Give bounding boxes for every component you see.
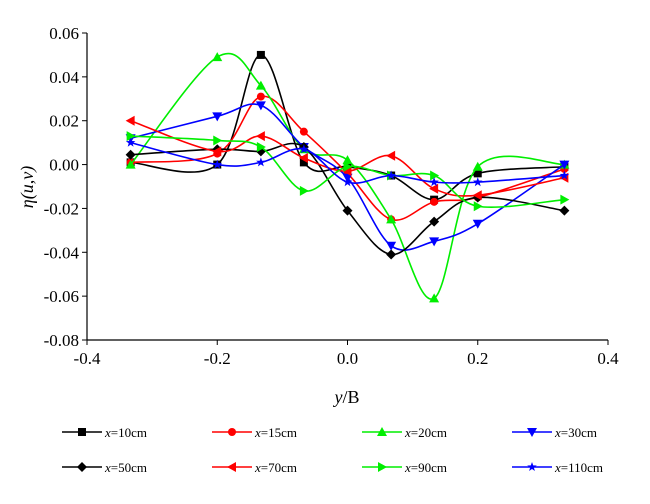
legend-item: x=90cm [362, 460, 447, 475]
series-x=110cm [125, 137, 570, 187]
legend-item: x=15cm [212, 425, 297, 440]
series-line [130, 52, 565, 300]
legend-marker [78, 428, 86, 436]
axes: 0.06 0.04 0.02 0.00 -0.02 -0.04 -0.06 -0.08-0.4… [44, 24, 620, 368]
legend-marker [527, 428, 537, 437]
series-x=20cm [125, 52, 570, 303]
data-point [473, 169, 482, 178]
data-point [256, 50, 265, 59]
data-point [125, 115, 135, 126]
legend-label: x=30cm [554, 425, 597, 440]
legend-label: x=20cm [404, 425, 447, 440]
data-point [299, 185, 309, 196]
x-tick-label: 0.0 [337, 349, 358, 368]
data-point [429, 177, 439, 187]
data-point [343, 161, 353, 172]
data-point [473, 177, 483, 187]
legend-item: x=50cm [62, 460, 147, 475]
legend-label: x=10cm [104, 425, 147, 440]
data-point [212, 52, 223, 62]
data-point [256, 142, 266, 153]
data-point [429, 216, 440, 227]
x-axis-label-rest: /B [342, 387, 359, 407]
data-point [212, 159, 222, 169]
y-axis-label: η(u,v) [17, 166, 38, 208]
data-point [429, 237, 440, 247]
data-point [472, 219, 483, 229]
data-point [299, 144, 309, 154]
legend-marker [77, 462, 87, 472]
y-tick-label: -0.04 [44, 243, 80, 262]
y-tick-label: -0.06 [44, 287, 79, 306]
y-tick-label: -0.02 [44, 199, 79, 218]
y-tick-label: -0.08 [44, 331, 79, 350]
data-point [342, 177, 353, 187]
legend-label: x=70cm [254, 460, 297, 475]
data-point [125, 137, 136, 147]
data-point [255, 131, 265, 142]
data-point [430, 170, 440, 181]
data-point [429, 183, 439, 194]
data-point [212, 146, 222, 157]
legend-label: x=15cm [254, 425, 297, 440]
legend-label: x=110cm [554, 460, 603, 475]
series-x=30cm [125, 101, 570, 251]
data-point [125, 159, 136, 169]
data-point [256, 157, 266, 167]
x-tick-label: 0.2 [467, 349, 488, 368]
data-point [342, 166, 352, 177]
x-tick-label: 0.4 [597, 349, 619, 368]
legend-item: x=30cm [512, 425, 597, 440]
data-point [299, 158, 308, 167]
y-tick-label: 0.06 [49, 24, 79, 43]
data-point [212, 112, 223, 122]
data-point [213, 135, 223, 146]
data-point [126, 131, 136, 142]
data-point [386, 241, 397, 251]
data-point [559, 160, 570, 170]
data-point [386, 150, 396, 161]
legend-marker [378, 462, 387, 472]
legend-label: x=50cm [104, 460, 147, 475]
x-tick-label: -0.4 [74, 349, 101, 368]
y-tick-label: 0.04 [49, 68, 79, 87]
legend: x=10cm x=15cm x=20cm x=30cm x=50cm x=70cm x=90… [62, 425, 603, 475]
legend-item: x=110cm [512, 460, 603, 475]
series-group [125, 50, 570, 303]
data-point [125, 149, 136, 160]
x-tick-label: -0.2 [204, 349, 231, 368]
x-axis-label: y/B [332, 387, 359, 407]
data-point [429, 293, 440, 303]
data-point [560, 194, 570, 205]
data-point [473, 201, 483, 212]
x-axis-label-var: y [332, 387, 342, 407]
data-point [386, 170, 396, 180]
data-point [386, 214, 397, 224]
data-point [430, 197, 439, 206]
legend-marker [377, 427, 387, 436]
y-tick-label: 0.00 [49, 156, 79, 175]
data-point [342, 205, 353, 216]
y-tick-label: 0.02 [49, 112, 79, 131]
data-point [472, 190, 482, 201]
data-point [299, 127, 308, 136]
data-point [342, 155, 353, 165]
legend-item: x=20cm [362, 425, 447, 440]
data-point [255, 101, 266, 111]
data-point [472, 161, 483, 171]
data-point [256, 92, 265, 101]
legend-marker [527, 462, 537, 471]
data-point [255, 80, 266, 90]
data-point [298, 152, 308, 163]
data-point [386, 249, 397, 260]
data-point [559, 170, 570, 180]
legend-marker [228, 428, 236, 436]
data-point [559, 205, 570, 216]
legend-item: x=10cm [62, 425, 147, 440]
legend-label: x=90cm [404, 460, 447, 475]
legend-item: x=70cm [212, 460, 297, 475]
legend-marker [227, 462, 236, 472]
